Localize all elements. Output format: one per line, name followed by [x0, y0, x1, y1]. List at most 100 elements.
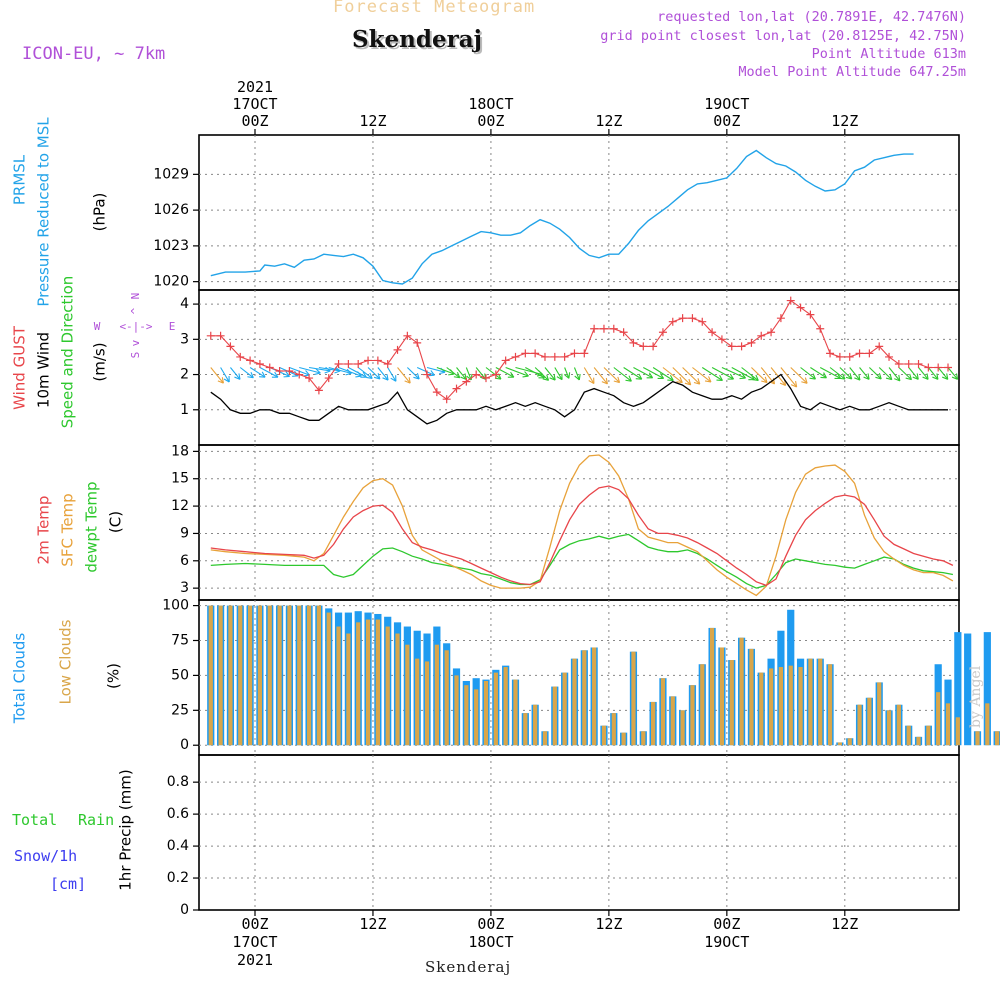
wind-arrow-head-3: [247, 371, 254, 379]
wind-arrow-20: [406, 367, 420, 380]
wind-arrow-55: [751, 367, 768, 383]
wind-unit: (m/s): [91, 342, 109, 381]
compass-arrow-up: ^: [129, 307, 142, 314]
wind-arrow-head-58: [790, 380, 798, 388]
panel-frame-pressure: [198, 134, 960, 291]
gust-marker-70: [894, 359, 903, 368]
low-cloud-bar-17: [375, 619, 380, 746]
wind-arrow-50: [701, 367, 723, 381]
low-cloud-bar-3: [238, 605, 243, 746]
wind-dir-label: Speed and Direction: [59, 276, 77, 429]
gust-marker-35: [550, 352, 559, 361]
wind-arrow-61: [810, 367, 827, 379]
wind-arrow-head-64: [845, 373, 853, 380]
panel-frame-wind: [198, 289, 960, 446]
low-cloud-bar-73: [926, 725, 931, 746]
total-cloud-bar-77: [964, 633, 972, 746]
wind-arrow-head-47: [684, 378, 692, 386]
gust-marker-2: [226, 342, 235, 351]
gust-marker-26: [462, 377, 471, 386]
gust-marker-5: [255, 359, 264, 368]
ytick-label-clouds-4: 100: [162, 598, 189, 614]
wind-arrow-head-30: [522, 371, 529, 378]
wind-arrow-3: [239, 367, 254, 379]
wind-arrow-head-63: [838, 373, 846, 380]
low-cloud-bar-15: [356, 622, 361, 746]
gust-marker-50: [698, 317, 707, 326]
dewpoint-line: [210, 533, 954, 589]
wind-arrow-head-0: [217, 377, 224, 384]
bottom-time-label: 18OCT: [468, 933, 513, 951]
wind-arrow-11: [318, 366, 341, 372]
compass-cross: <-|->: [119, 320, 152, 333]
gust-marker-65: [845, 352, 854, 361]
wind-arrow-head-60: [809, 373, 816, 380]
wind-arrow-49: [692, 367, 712, 383]
sfc-temp-label: SFC Temp: [59, 493, 77, 566]
precip-legend-rain: Rain: [78, 811, 114, 829]
wind-gust-label: Wind GUST: [11, 325, 29, 410]
gust-marker-54: [737, 342, 746, 351]
gust-marker-28: [482, 374, 491, 383]
wind-arrow-45: [652, 367, 674, 381]
low-cloud-bar-59: [788, 665, 793, 746]
ytick-label-temperature-0: 3: [180, 580, 189, 596]
wind-arrow-71: [908, 367, 919, 380]
top-time-label: 2021: [237, 78, 273, 96]
wind-arrow-head-69: [894, 374, 901, 382]
low-cloud-bar-14: [346, 633, 351, 746]
pressure-side-label: PRMSL: [11, 154, 29, 205]
dewpt-label: dewpt Temp: [83, 481, 101, 572]
wind-arrow-67: [868, 367, 882, 380]
gust-marker-66: [855, 349, 864, 358]
wind-arrow-head-43: [646, 372, 654, 379]
wind-arrow-head-54: [752, 374, 759, 382]
low-cloud-bar-76: [955, 717, 960, 746]
gust-marker-61: [806, 310, 815, 319]
low-cloud-bar-40: [601, 725, 607, 746]
gust-marker-60: [796, 303, 805, 312]
low-cloud-bar-1: [218, 605, 223, 746]
wind-arrow-head-15: [366, 372, 373, 379]
ytick-label-precipitation-0: 0: [180, 902, 189, 918]
wind-arrow-head-1: [223, 376, 230, 383]
low-cloud-bar-78: [975, 731, 980, 746]
low-cloud-bar-36: [562, 672, 567, 746]
low-cloud-bar-11: [316, 605, 321, 746]
wind-arrow-head-19: [404, 377, 411, 384]
wind-arrow-2: [229, 367, 241, 380]
low-cloud-bar-61: [808, 658, 813, 746]
top-time-label: 18OCT: [468, 95, 513, 113]
low-cloud-bar-33: [533, 704, 538, 746]
chart-title: Forecast Meteogram: [333, 0, 536, 17]
total-clouds-label: Total Clouds: [11, 633, 29, 725]
wind-arrow-18: [387, 367, 397, 382]
low-cloud-bar-54: [739, 637, 744, 746]
gust-marker-39: [590, 324, 599, 333]
footer-location: Skenderaj: [425, 958, 512, 976]
wind-arrow-head-45: [667, 374, 674, 382]
gust-marker-13: [334, 359, 343, 368]
low-cloud-bar-10: [306, 605, 312, 746]
wind-arrow-head-18: [390, 375, 397, 382]
wind-arrow-head-52: [739, 373, 746, 380]
gust-marker-9: [295, 370, 304, 379]
gust-marker-74: [934, 363, 943, 372]
wind-arrow-63: [829, 367, 846, 380]
low-cloud-bar-5: [257, 605, 263, 746]
gust-marker-58: [776, 314, 785, 323]
wind-arrow-73: [927, 367, 939, 380]
wind-arrow-38: [583, 367, 595, 384]
top-time-label: 00Z: [713, 112, 740, 130]
wind-arrow-75: [947, 367, 959, 380]
wind-arrow-head-61: [820, 372, 827, 379]
gust-marker-62: [816, 324, 825, 333]
gust-marker-56: [757, 331, 766, 340]
gust-marker-31: [511, 352, 520, 361]
low-cloud-bar-55: [749, 648, 754, 746]
bottom-time-label: 12Z: [831, 915, 858, 933]
low-clouds-label: Low Clouds: [57, 619, 75, 704]
wind-arrow-23: [436, 366, 455, 375]
gust-marker-49: [688, 314, 697, 323]
